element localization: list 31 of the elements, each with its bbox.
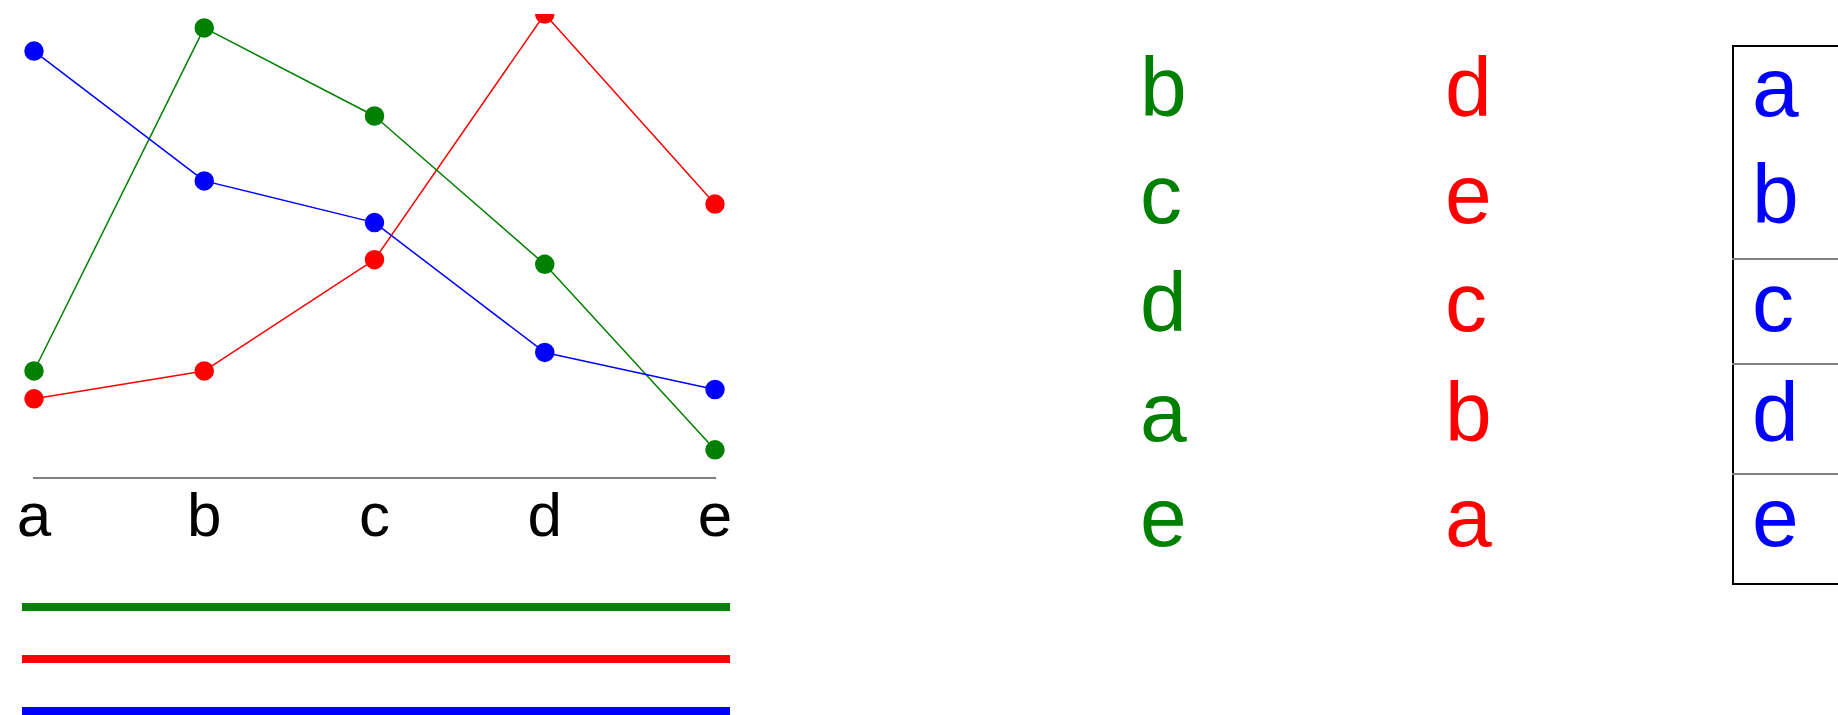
point <box>705 379 725 400</box>
point <box>364 249 385 270</box>
text: b <box>1752 147 1799 241</box>
x-tick-label: b <box>187 479 222 549</box>
text: b <box>1140 40 1187 134</box>
x-tick-label: a <box>16 479 52 549</box>
x-tick-label: d <box>527 479 562 549</box>
point <box>194 18 214 38</box>
point <box>705 194 725 214</box>
text: c <box>1752 255 1794 349</box>
text: a <box>1752 40 1799 134</box>
text: d <box>1752 365 1799 459</box>
point <box>24 41 44 61</box>
text: d <box>1445 40 1492 134</box>
point <box>535 254 555 275</box>
text: a <box>1140 365 1187 459</box>
point <box>535 342 555 363</box>
text: d <box>1140 255 1187 349</box>
point <box>194 171 214 191</box>
x-tick-label: c <box>359 479 390 549</box>
point <box>24 361 44 381</box>
text: b <box>1445 365 1492 459</box>
point <box>24 389 44 409</box>
text: c <box>1445 255 1487 349</box>
point <box>194 361 214 381</box>
text: c <box>1140 147 1182 241</box>
point <box>364 106 385 126</box>
point <box>364 212 385 233</box>
x-tick-label: e <box>697 479 733 549</box>
text: e <box>1445 147 1492 241</box>
point <box>705 440 725 460</box>
